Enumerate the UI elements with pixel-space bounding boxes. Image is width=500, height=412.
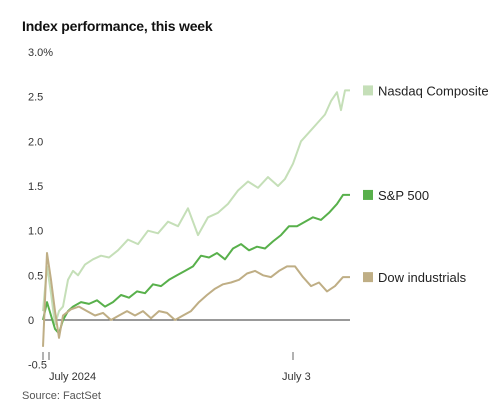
chart-source: Source: FactSet [22, 390, 101, 402]
y-tick-label: 0 [28, 315, 34, 327]
y-tick-label: -0.5 [28, 360, 47, 372]
series-line-0 [42, 89, 350, 326]
legend-swatch [363, 189, 373, 200]
legend-swatch [363, 85, 373, 96]
y-axis: 3.0% 2.5 2.0 1.5 1.0 0.5 0 -0.5 [28, 47, 350, 372]
y-tick-label: 1.0 [28, 226, 43, 238]
legend-label: S&P 500 [378, 188, 429, 203]
x-axis: July 2024 July 3 [42, 352, 311, 383]
series-line-2 [42, 252, 350, 347]
y-tick-label: 1.5 [28, 181, 43, 193]
chart-title: Index performance, this week [22, 18, 213, 34]
x-tick-label: July 3 [282, 371, 311, 383]
y-tick-label: 0.5 [28, 270, 43, 282]
legend: Nasdaq Composite S&P 500 Dow industrials [363, 83, 489, 285]
series-layer [42, 89, 350, 347]
legend-label: Dow industrials [378, 270, 467, 285]
y-tick-label: 2.0 [28, 136, 43, 148]
x-tick-label: July 2024 [49, 371, 96, 383]
y-tick-label: 2.5 [28, 92, 43, 104]
legend-label: Nasdaq Composite [378, 83, 489, 98]
series-line-1 [42, 193, 350, 335]
legend-swatch [363, 272, 373, 283]
y-tick-label: 3.0% [28, 47, 53, 59]
